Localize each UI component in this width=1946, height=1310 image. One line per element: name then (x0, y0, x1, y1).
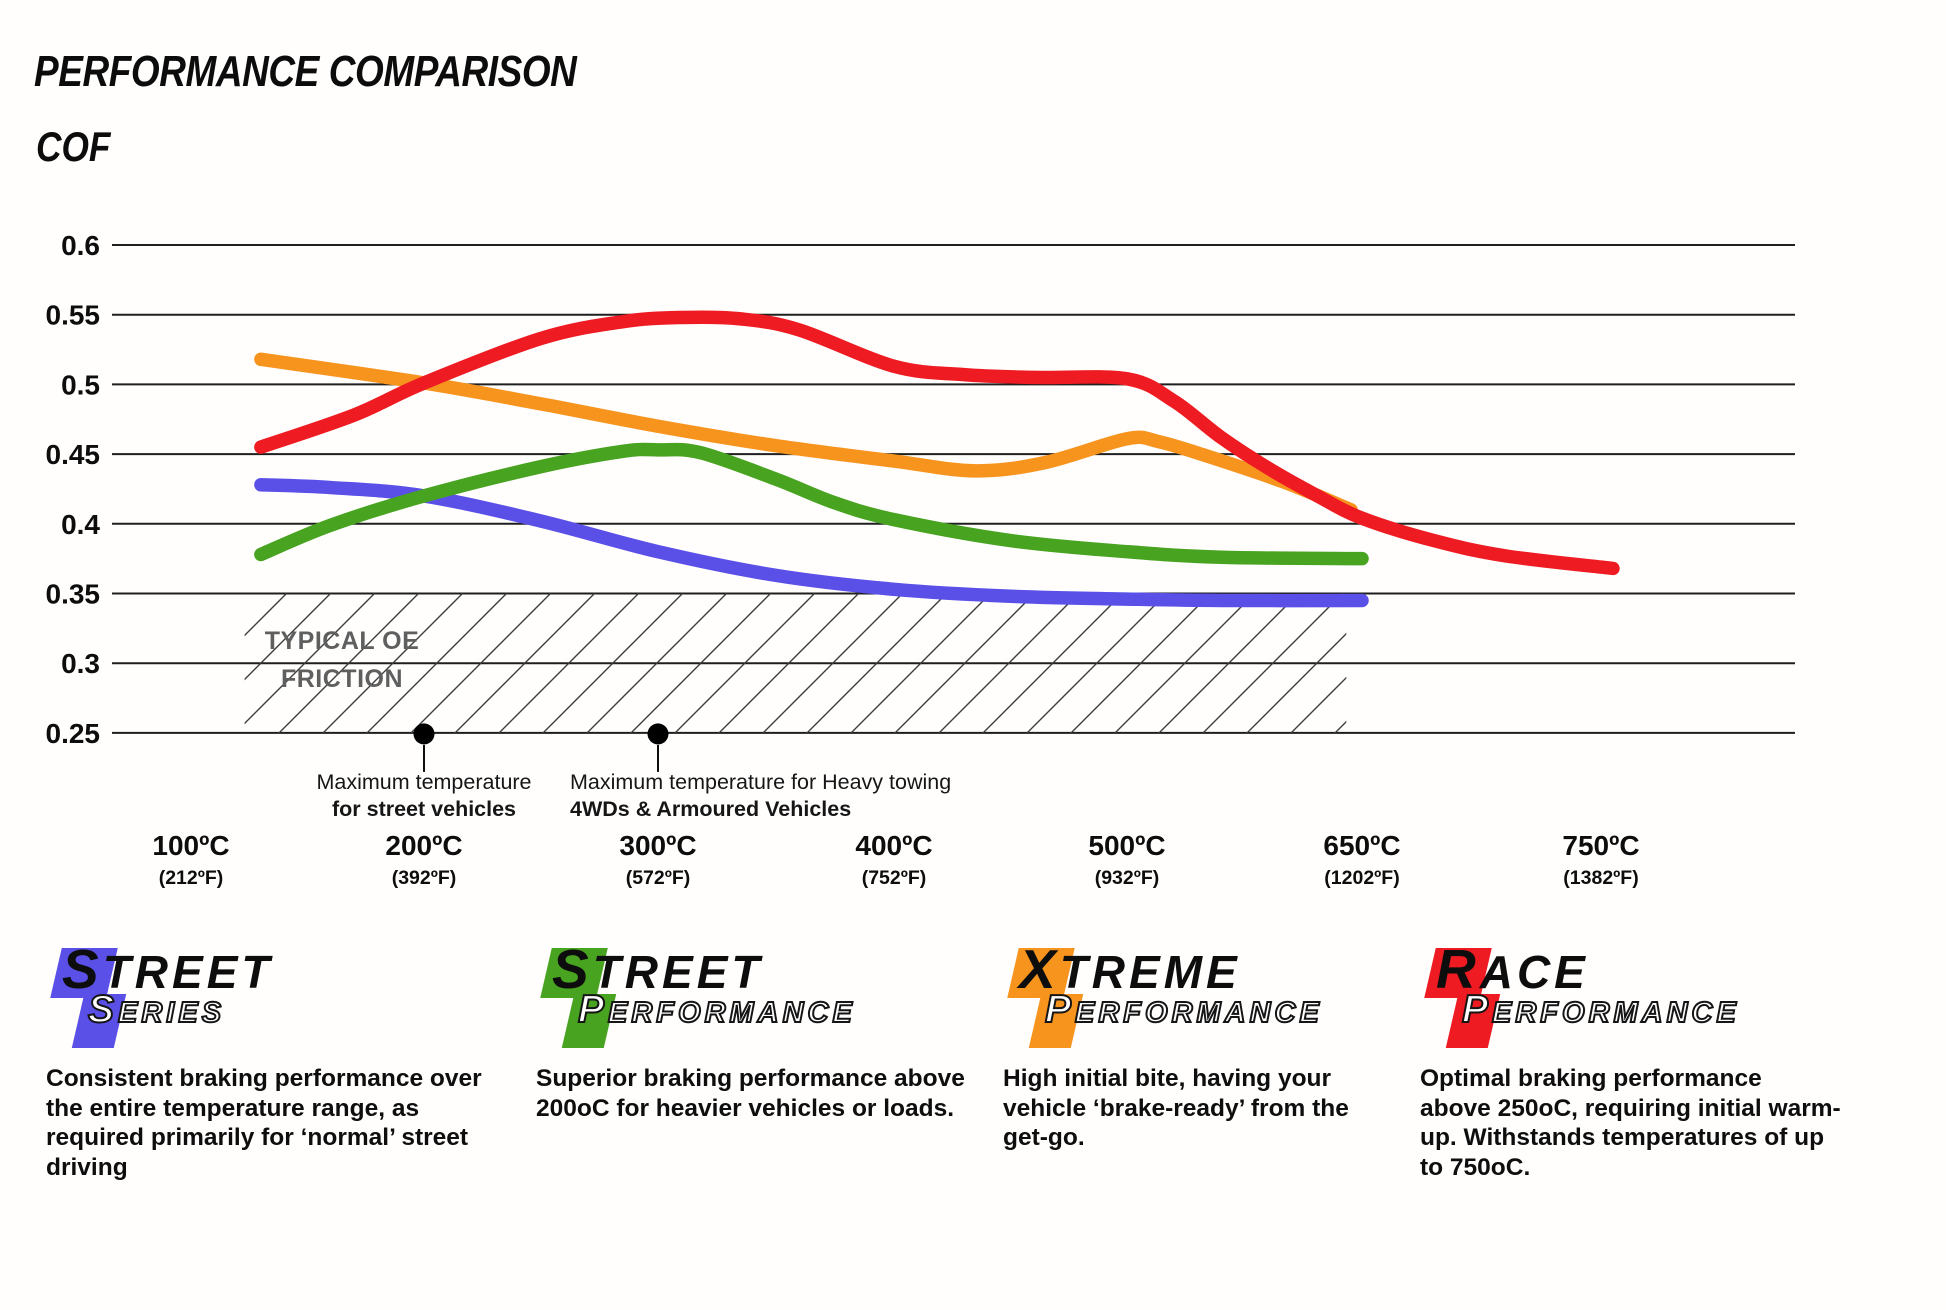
x-tick-label-fahrenheit: (752ºF) (862, 867, 927, 889)
logo-word2: PERFORMANCE (1044, 988, 1323, 1031)
annotation-street-max-temp: Maximum temperature for street vehicles (254, 769, 594, 823)
annotation-line: Maximum temperature (316, 770, 532, 794)
x-tick-label-fahrenheit: (212ºF) (159, 867, 224, 889)
x-tick-label-celsius: 500ºC (1088, 830, 1165, 861)
annotation-line: Maximum temperature for Heavy towing (570, 770, 952, 794)
x-tick-label-fahrenheit: (572ºF) (626, 867, 691, 889)
street-performance-logo: STREET PERFORMANCE (536, 942, 982, 1054)
y-tick-label: 0.35 (46, 579, 101, 610)
page-title: PERFORMANCE COMPARISON (34, 47, 577, 96)
y-axis-title: COF (36, 123, 111, 170)
y-tick-label: 0.3 (61, 648, 100, 679)
annotation-line-bold: 4WDs & Armoured Vehicles (570, 797, 852, 821)
typical-oe-line2: FRICTION (280, 665, 404, 693)
y-tick-label: 0.5 (61, 369, 100, 400)
xtreme-performance-logo: XTREME PERFORMANCE (1003, 942, 1395, 1054)
x-tick-label-celsius: 100ºC (152, 830, 229, 861)
logo-word2: SERIES (87, 988, 226, 1031)
temperature-markers (413, 723, 669, 772)
legend-description: Consistent braking performance over the … (46, 1065, 482, 1181)
x-tick-label-celsius: 300ºC (619, 830, 696, 861)
logo-word2: PERFORMANCE (577, 988, 856, 1031)
logo-word1: RACE (1436, 938, 1589, 1000)
typical-oe-band (244, 593, 1347, 733)
logo-word2: PERFORMANCE (1461, 988, 1740, 1031)
x-tick-label-celsius: 750ºC (1562, 830, 1639, 861)
x-tick-label-celsius: 400ºC (855, 830, 932, 861)
logo-word1: XTREME (1019, 938, 1241, 1000)
series-lines (254, 310, 1620, 608)
street-series-logo: STREET SERIES (46, 942, 498, 1054)
y-tick-label: 0.45 (46, 439, 101, 470)
legend-item-street-series: STREET SERIES Consistent braking perform… (46, 942, 498, 1182)
series-line-xtreme-performance (254, 352, 1358, 517)
y-tick-label: 0.55 (46, 300, 101, 331)
legend-description: Superior braking performance above 200oC… (536, 1065, 965, 1122)
x-tick-label-fahrenheit: (1382ºF) (1563, 867, 1638, 889)
y-tick-label: 0.6 (61, 230, 100, 261)
legend-item-race-performance: RACE PERFORMANCE Optimal braking perform… (1420, 942, 1852, 1182)
annotation-line-bold: for street vehicles (331, 797, 517, 821)
legend-description: High initial bite, having your vehicle ‘… (1003, 1065, 1349, 1151)
annotation-heavy-towing-max-temp: Maximum temperature for Heavy towing 4WD… (570, 769, 1030, 823)
logo-word1: STREET (62, 938, 274, 1000)
x-tick-label-celsius: 650ºC (1323, 830, 1400, 861)
typical-oe-hatch (244, 593, 1347, 733)
x-tick-label-celsius: 200ºC (385, 830, 462, 861)
x-tick-label-fahrenheit: (392ºF) (392, 867, 457, 889)
x-tick-label-fahrenheit: (932ºF) (1095, 867, 1160, 889)
y-tick-label: 0.25 (46, 718, 101, 749)
logo-word1: STREET (552, 938, 764, 1000)
marker-dot (647, 723, 669, 745)
x-tick-label-fahrenheit: (1202ºF) (1324, 867, 1399, 889)
legend-item-street-performance: STREET PERFORMANCE Superior braking perf… (536, 942, 982, 1123)
y-tick-label: 0.4 (61, 509, 100, 540)
marker-dot (413, 723, 435, 745)
axis-labels: 0.6 0.55 0.5 0.45 0.4 0.35 0.3 0.25 100ºC (212ºF)… (46, 230, 1640, 889)
series-line-street-performance (254, 442, 1369, 566)
cof-chart: 0.6 0.55 0.5 0.45 0.4 0.35 0.3 0.25 100ºC (212ºF)… (46, 230, 1795, 889)
typical-oe-line1: TYPICAL OE (264, 627, 420, 655)
legend-item-xtreme-performance: XTREME PERFORMANCE High initial bite, ha… (1003, 942, 1395, 1153)
race-performance-logo: RACE PERFORMANCE (1420, 942, 1852, 1054)
series-line-race-performance (254, 310, 1620, 576)
legend-description: Optimal braking performance above 250oC,… (1420, 1065, 1841, 1181)
typical-oe-friction-label: TYPICAL OE FRICTION (256, 622, 428, 698)
